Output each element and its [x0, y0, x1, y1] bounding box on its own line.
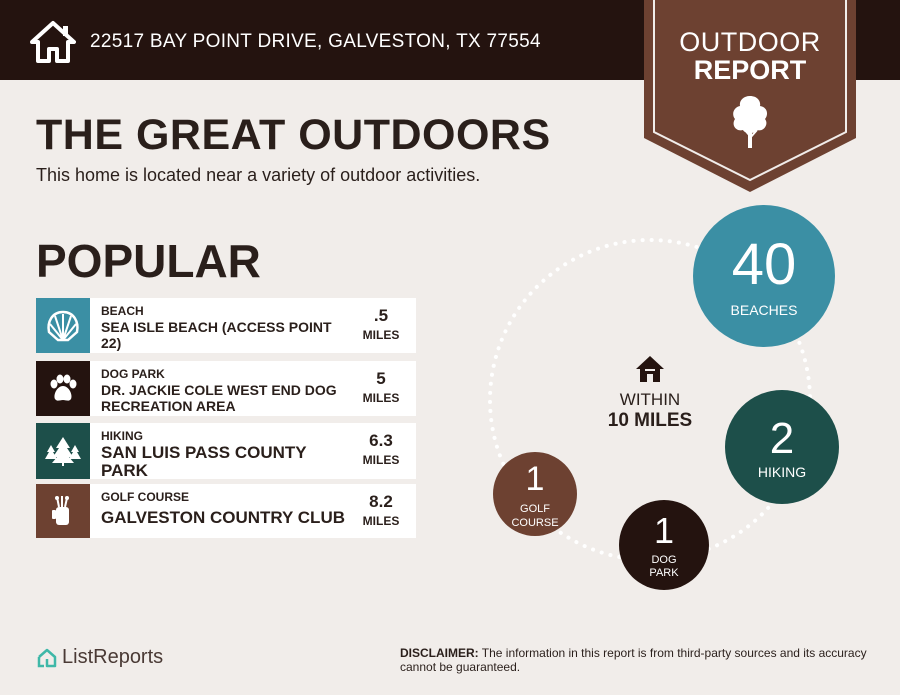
list-item-golf-course: GOLF COURSE GALVESTON COUNTRY CLUB 8.2 M… — [36, 484, 416, 538]
item-category: BEACH — [101, 304, 144, 318]
item-category: HIKING — [101, 429, 143, 443]
item-category: DOG PARK — [101, 367, 165, 381]
item-name: SAN LUIS PASS COUNTY PARK — [101, 443, 307, 480]
distance-value: .5 — [373, 306, 389, 325]
disclaimer-text: The information in this report is from t… — [400, 646, 867, 674]
ribbon-title-line2: REPORT — [693, 55, 807, 85]
pine-trees-icon — [36, 423, 90, 479]
count-label: HIKING — [757, 464, 807, 480]
home-icon — [30, 21, 76, 63]
item-distance: 6.3 MILES — [356, 431, 406, 467]
list-item-beach: BEACH SEA ISLE BEACH (ACCESS POINT 22) .… — [36, 298, 416, 353]
golf-bag-icon — [36, 484, 90, 538]
count-value: 1 — [653, 510, 675, 551]
list-item-hiking: HIKING SAN LUIS PASS COUNTY PARK 6.3 MIL… — [36, 423, 416, 480]
item-category: GOLF COURSE — [101, 490, 190, 504]
tree-icon — [733, 96, 768, 148]
count-value: 40 — [731, 232, 797, 297]
item-name: DR. JACKIE COLE WEST END DOG RECREATION … — [101, 382, 337, 414]
item-distance: 8.2 MILES — [356, 492, 406, 528]
popular-heading: POPULAR — [36, 235, 261, 287]
count-label: GOLF COURSE — [511, 503, 559, 529]
within-distance: 10 MILES — [607, 410, 693, 431]
distance-unit: MILES — [362, 391, 400, 405]
item-distance: 5 MILES — [356, 369, 406, 405]
paw-icon — [36, 361, 90, 416]
distance-value: 5 — [376, 369, 386, 388]
dog-park-count-circle: 1 DOG PARK — [619, 500, 709, 590]
page-title: THE GREAT OUTDOORS — [36, 111, 551, 159]
ribbon-title-line1: OUTDOOR — [679, 27, 821, 57]
count-value: 2 — [769, 414, 795, 463]
shell-icon — [36, 298, 90, 353]
distance-unit: MILES — [362, 328, 400, 342]
listreports-logo-icon — [37, 648, 57, 668]
count-label: DOG PARK — [649, 554, 679, 579]
distance-value: 8.2 — [369, 492, 393, 511]
disclaimer: DISCLAIMER: The information in this repo… — [400, 646, 870, 674]
distance-unit: MILES — [362, 514, 400, 528]
property-address: 22517 BAY POINT DRIVE, GALVESTON, TX 775… — [90, 31, 541, 52]
within-label: WITHIN — [619, 390, 681, 409]
item-name: GALVESTON COUNTRY CLUB — [101, 508, 345, 527]
list-item-dog-park: DOG PARK DR. JACKIE COLE WEST END DOG RE… — [36, 361, 416, 416]
distance-value: 6.3 — [369, 431, 393, 450]
disclaimer-label: DISCLAIMER: — [400, 646, 479, 660]
house-icon — [636, 356, 664, 382]
beaches-count-circle: 40 BEACHES — [693, 205, 835, 347]
item-name: SEA ISLE BEACH (ACCESS POINT 22) — [101, 319, 332, 351]
count-label: BEACHES — [730, 302, 798, 318]
item-distance: .5 MILES — [356, 306, 406, 342]
golf-course-count-circle: 1 GOLF COURSE — [493, 452, 577, 536]
distance-unit: MILES — [362, 453, 400, 467]
page-subtitle: This home is located near a variety of o… — [36, 165, 481, 185]
brand-name: ListReports — [62, 646, 164, 668]
count-value: 1 — [525, 460, 545, 498]
hiking-count-circle: 2 HIKING — [725, 390, 839, 504]
